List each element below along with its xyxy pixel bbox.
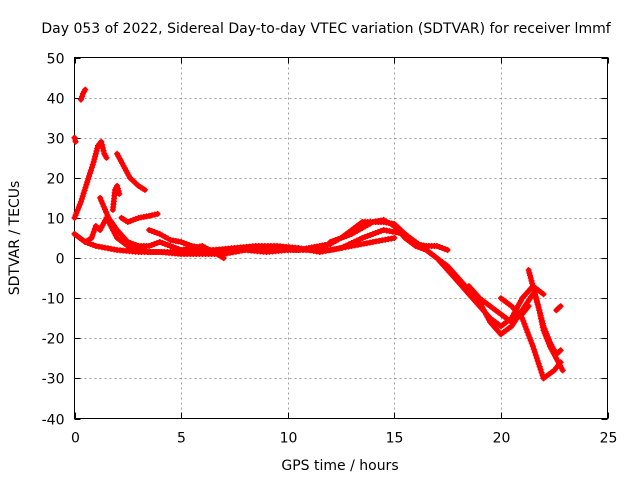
series-track-14 — [497, 295, 564, 382]
x-tick-label: 20 — [493, 431, 511, 447]
series-track-13 — [465, 283, 532, 326]
plus-markers — [114, 150, 148, 193]
y-tick-label: 40 — [47, 92, 65, 108]
y-tick-label: 10 — [47, 212, 65, 228]
axis-tick-labels: 0 5 10 15 20 25 -40 -30 -20 -10 0 10 20 30 40 50 — [42, 52, 618, 447]
x-tick-label: 10 — [280, 431, 298, 447]
plot-frame — [74, 57, 608, 419]
plus-markers — [465, 283, 532, 326]
grid — [74, 57, 608, 419]
x-tick-label: 15 — [386, 431, 404, 447]
series-track-1 — [71, 138, 110, 221]
y-tick-label: -20 — [42, 332, 65, 348]
x-tick-label: 5 — [177, 431, 186, 447]
plus-markers — [532, 291, 566, 374]
series-track-3 — [77, 86, 89, 103]
plus-markers — [553, 303, 564, 314]
x-axis-label: GPS time / hours — [281, 458, 398, 474]
series-track-16 — [532, 291, 566, 374]
plus-markers — [497, 295, 564, 382]
series-track-11 — [327, 216, 547, 330]
series-track-9 — [114, 150, 148, 193]
axis-ticks — [74, 57, 609, 420]
y-tick-label: 30 — [47, 132, 65, 148]
plus-markers — [77, 86, 89, 103]
series-track-2 — [71, 134, 79, 145]
x-tick-label: 0 — [71, 431, 80, 447]
chart-title: Day 053 of 2022, Sidereal Day-to-day VTE… — [41, 21, 611, 37]
plus-markers — [327, 216, 547, 330]
x-tick-label: 25 — [600, 431, 618, 447]
y-tick-label: -40 — [42, 413, 65, 429]
y-tick-label: -30 — [42, 372, 65, 388]
series-track-17 — [553, 303, 564, 314]
series-group — [71, 86, 566, 382]
y-tick-label: -10 — [42, 292, 65, 308]
y-tick-label: 20 — [47, 172, 65, 188]
plus-markers — [71, 138, 110, 221]
series-track-7 — [109, 182, 123, 213]
y-axis-label: SDTVAR / TECUs — [7, 181, 23, 296]
series-track-10 — [146, 227, 227, 262]
series-track-8 — [118, 210, 161, 225]
series-track-12 — [412, 239, 536, 338]
plus-markers — [71, 134, 79, 145]
plus-markers — [109, 182, 123, 213]
plus-markers — [118, 210, 161, 225]
plus-markers — [146, 227, 227, 262]
y-tick-label: 0 — [56, 252, 65, 268]
y-tick-label: 50 — [47, 52, 65, 68]
